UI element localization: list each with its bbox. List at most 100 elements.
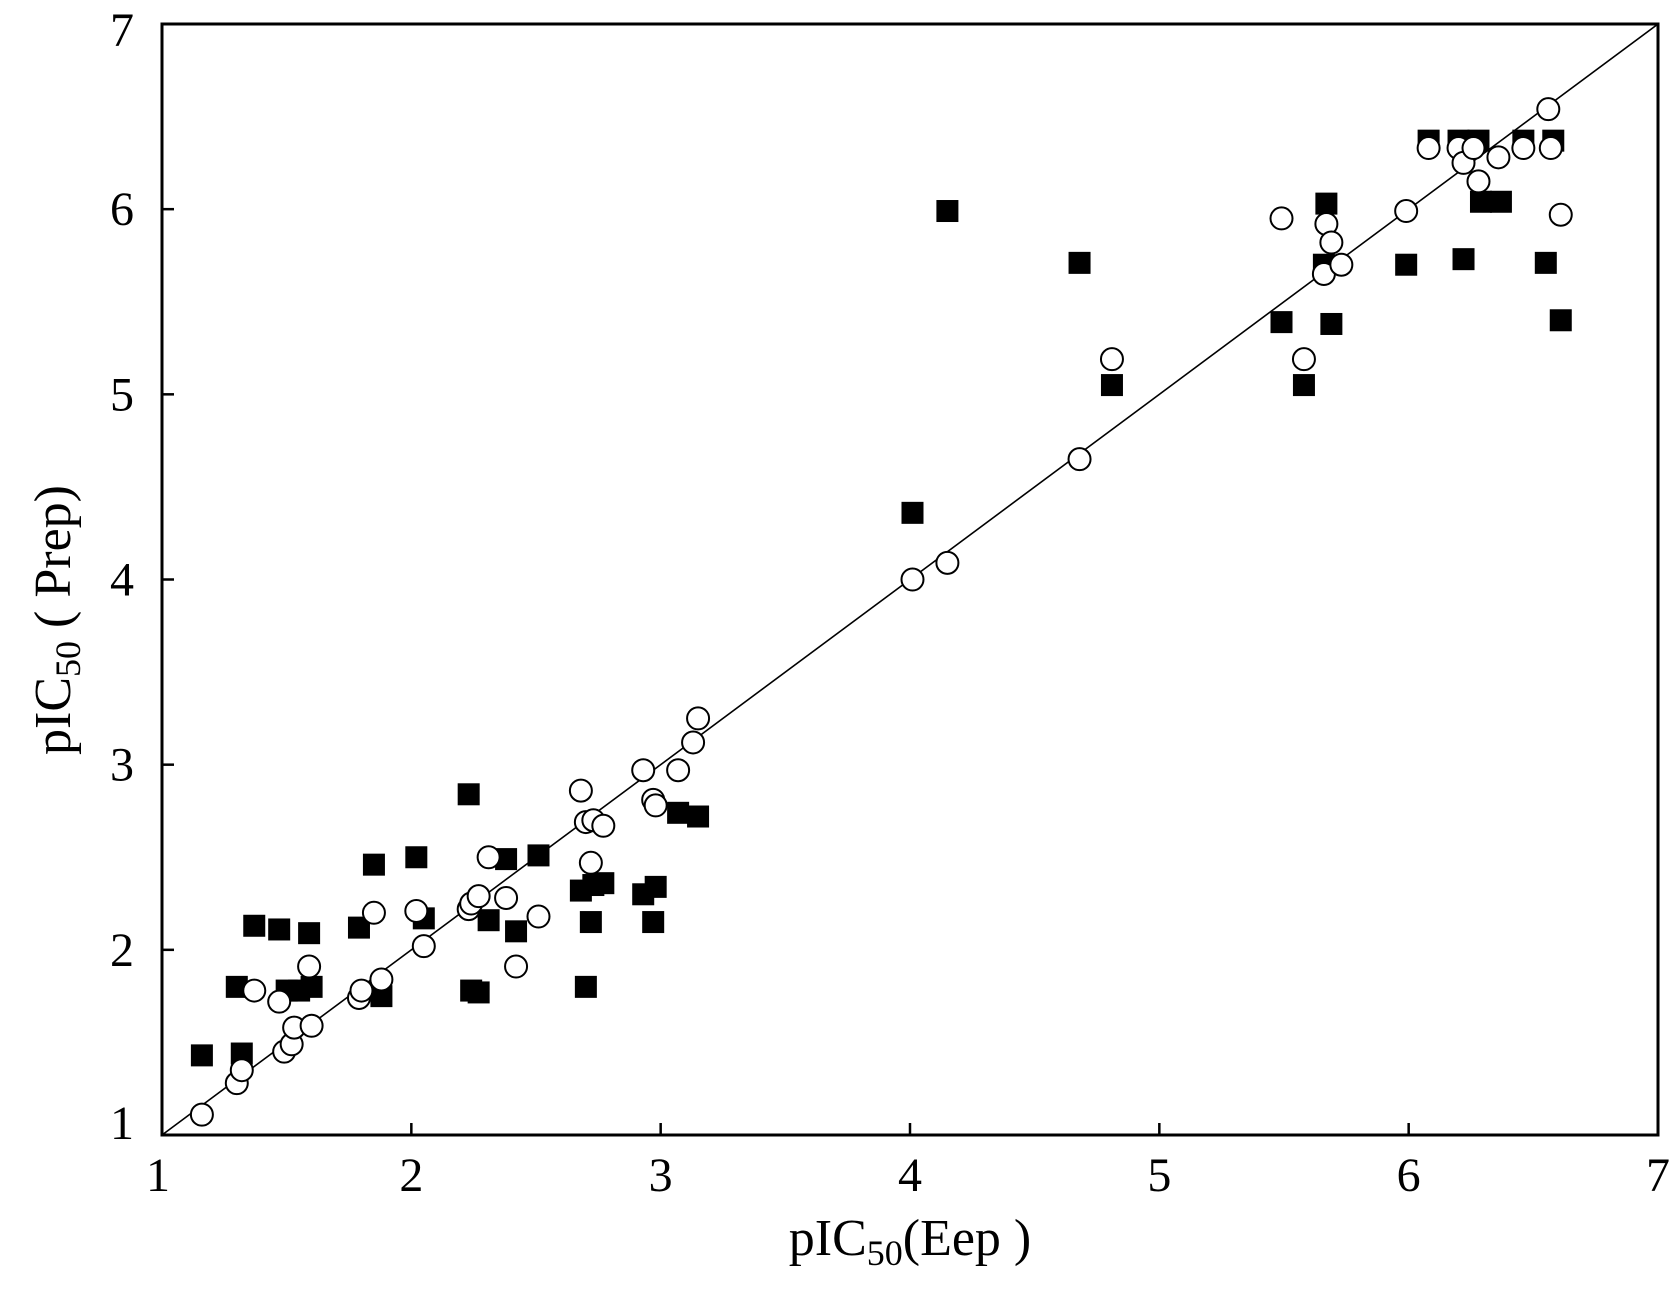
point-circle-35 xyxy=(935,550,960,575)
point-circle-9 xyxy=(299,1013,324,1038)
point-circle-51 xyxy=(1511,136,1536,161)
point-circle-36 xyxy=(1067,447,1092,472)
point-square-43 xyxy=(1452,248,1475,271)
point-square-1 xyxy=(225,975,248,998)
x-tick-label-6: 6 xyxy=(1397,1149,1421,1202)
x-tick-label-4: 4 xyxy=(898,1149,922,1202)
point-circle-48 xyxy=(1461,136,1486,161)
point-circle-34 xyxy=(900,567,925,592)
point-square-40 xyxy=(1395,253,1418,276)
x-tick-label-2: 2 xyxy=(399,1149,423,1202)
point-circle-2 xyxy=(229,1058,254,1083)
point-square-25 xyxy=(592,872,615,895)
point-circle-31 xyxy=(666,758,691,783)
point-circle-53 xyxy=(1538,136,1563,161)
point-square-27 xyxy=(642,911,665,934)
x-axis-title-subscript: 50 xyxy=(867,1233,903,1273)
point-circle-30 xyxy=(643,793,668,818)
point-square-16 xyxy=(467,981,490,1004)
point-square-10 xyxy=(362,853,385,876)
point-circle-25 xyxy=(578,850,603,875)
point-circle-33 xyxy=(686,706,711,731)
point-square-22 xyxy=(574,975,597,998)
point-circle-12 xyxy=(361,900,386,925)
point-square-45 xyxy=(1469,190,1492,213)
point-circle-28 xyxy=(631,758,656,783)
point-square-20 xyxy=(527,844,550,867)
point-circle-45 xyxy=(1416,136,1441,161)
point-square-31 xyxy=(901,501,924,524)
point-circle-22 xyxy=(526,904,551,929)
point-square-12 xyxy=(405,846,428,869)
point-circle-21 xyxy=(504,954,529,979)
x-axis-title-suffix: (Eep ) xyxy=(903,1210,1031,1267)
point-circle-27 xyxy=(591,813,616,838)
point-square-29 xyxy=(667,801,690,824)
x-tick-label-3: 3 xyxy=(649,1149,673,1202)
point-circle-23 xyxy=(568,778,593,803)
data-points-layer xyxy=(189,97,1573,1127)
point-square-19 xyxy=(505,920,528,943)
point-circle-44 xyxy=(1394,199,1419,224)
point-circle-52 xyxy=(1536,97,1561,122)
x-tick-label-5: 5 xyxy=(1147,1149,1171,1202)
point-square-14 xyxy=(457,783,480,806)
axis-ticks-layer: 1 2 3 4 5 6 7 1 2 3 4 5 6 7 xyxy=(110,4,1670,1202)
point-square-38 xyxy=(1315,192,1338,215)
point-square-0 xyxy=(190,1044,213,1067)
y-tick-label-2: 2 xyxy=(110,924,134,977)
point-circle-20 xyxy=(494,885,519,910)
x-axis-title-prefix: pIC xyxy=(789,1210,867,1267)
point-square-11 xyxy=(370,985,393,1008)
point-square-30 xyxy=(687,805,710,828)
y-tick-label-4: 4 xyxy=(110,554,134,607)
point-square-23 xyxy=(579,911,602,934)
point-square-8 xyxy=(300,975,323,998)
point-square-28 xyxy=(644,875,667,898)
point-square-32 xyxy=(936,200,959,223)
point-circle-18 xyxy=(466,884,491,909)
point-circle-15 xyxy=(411,934,436,959)
point-circle-38 xyxy=(1269,206,1294,231)
point-square-3 xyxy=(243,914,266,937)
point-square-48 xyxy=(1534,251,1557,274)
y-axis-title: pIC50 ( Prep) xyxy=(25,485,88,755)
point-circle-19 xyxy=(476,845,501,870)
point-square-33 xyxy=(1068,251,1091,274)
y-tick-label-7: 7 xyxy=(110,4,134,57)
point-square-4 xyxy=(268,918,291,941)
point-square-36 xyxy=(1292,374,1315,397)
point-circle-50 xyxy=(1486,145,1511,170)
point-square-34 xyxy=(1100,374,1123,397)
y-tick-label-1: 1 xyxy=(110,1097,134,1150)
point-circle-0 xyxy=(189,1102,214,1127)
point-square-18 xyxy=(495,848,518,871)
point-square-39 xyxy=(1320,312,1343,335)
series-filled-squares xyxy=(190,129,1572,1067)
point-circle-37 xyxy=(1099,347,1124,372)
point-square-46 xyxy=(1489,190,1512,213)
point-circle-39 xyxy=(1291,347,1316,372)
point-circle-11 xyxy=(349,978,374,1003)
point-square-2 xyxy=(230,1042,253,1065)
point-circle-13 xyxy=(369,967,394,992)
point-circle-43 xyxy=(1329,252,1354,277)
x-tick-label-1: 1 xyxy=(146,1149,170,1202)
point-circle-3 xyxy=(242,978,267,1003)
series-open-circles xyxy=(189,97,1573,1127)
x-tick-label-7: 7 xyxy=(1646,1149,1670,1202)
point-circle-49 xyxy=(1466,169,1491,194)
point-square-50 xyxy=(1549,309,1572,332)
y-axis-title-prefix: pIC xyxy=(25,677,82,755)
point-circle-8 xyxy=(297,954,322,979)
point-circle-4 xyxy=(267,989,292,1014)
y-tick-label-3: 3 xyxy=(110,739,134,792)
point-circle-54 xyxy=(1548,202,1573,227)
point-circle-42 xyxy=(1319,230,1344,255)
point-square-7 xyxy=(298,922,321,945)
y-axis-title-suffix: ( Prep) xyxy=(25,485,82,641)
y-axis-title-subscript: 50 xyxy=(48,641,88,677)
y-tick-label-6: 6 xyxy=(110,183,134,236)
point-square-17 xyxy=(477,909,500,932)
